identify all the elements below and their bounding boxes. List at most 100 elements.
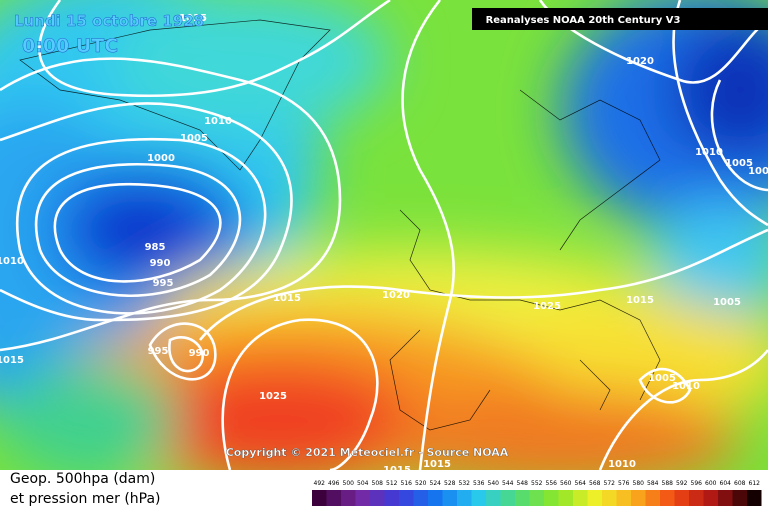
isobar-label: 1020 — [626, 56, 654, 67]
color-scale: 492 496 500 504 508 512 516 520 524 528 532 536 540 5… — [312, 480, 762, 506]
scale-label: 612 — [749, 480, 761, 487]
scale-swatch — [689, 490, 704, 506]
scale-swatch — [529, 490, 544, 506]
scale-label: 532 — [459, 480, 471, 487]
scale-label: 588 — [662, 480, 674, 487]
scale-swatch — [587, 490, 602, 506]
isobar-label: 990 — [189, 348, 210, 359]
scale-label: 556 — [546, 480, 558, 487]
copyright: Copyright © 2021 Meteociel.fr - Source N… — [226, 446, 509, 459]
scale-swatch — [355, 490, 370, 506]
scale-swatch — [399, 490, 414, 506]
scale-label: 580 — [633, 480, 645, 487]
isobar-label: 1015 — [383, 465, 411, 476]
scale-label: 552 — [531, 480, 543, 487]
scale-label: 600 — [705, 480, 717, 487]
scale-label: 520 — [415, 480, 427, 487]
scale-swatch — [341, 490, 356, 506]
scale-swatch — [500, 490, 515, 506]
scale-swatch — [674, 490, 689, 506]
legend-title: Geop. 500hpa (dam) — [10, 471, 155, 487]
scale-swatch — [718, 490, 733, 506]
isobar-label: 1010 — [695, 147, 723, 158]
isobar-label: 1000 — [748, 166, 768, 177]
map-date: Lundi 15 octobre 1928 — [14, 12, 204, 30]
scale-label: 596 — [691, 480, 703, 487]
isobar-label: 1015 — [0, 355, 24, 366]
scale-swatch — [413, 490, 428, 506]
isobar-label: 1005 — [725, 158, 753, 169]
scale-label: 544 — [502, 480, 514, 487]
isobar-label: 1015 — [273, 293, 301, 304]
isobar-label: 1010 — [204, 116, 232, 127]
isobar-label: 1025 — [533, 301, 561, 312]
isobar-label: 1010 — [608, 459, 636, 470]
scale-label: 548 — [517, 480, 529, 487]
scale-swatch — [442, 490, 457, 506]
legend-subtitle: et pression mer (hPa) — [10, 491, 161, 507]
scale-label: 560 — [560, 480, 572, 487]
source-text: Reanalyses NOAA 20th Century V3 — [486, 15, 681, 26]
scale-swatch — [616, 490, 631, 506]
scale-label: 608 — [734, 480, 746, 487]
map-time: 0:00 UTC — [22, 35, 118, 57]
scale-swatch — [573, 490, 588, 506]
scale-swatch — [558, 490, 573, 506]
isobar-label: 1015 — [179, 13, 207, 24]
isobar-label: 1000 — [147, 153, 175, 164]
isobar-label: 1010 — [0, 256, 24, 267]
geopotential-field: 1015 1020 1010 1005 1000 985 990 995 101… — [0, 0, 768, 476]
isobar-label: 995 — [148, 346, 169, 357]
isobar-label: 1015 — [423, 459, 451, 470]
scale-swatch — [312, 490, 327, 506]
scale-label: 500 — [343, 480, 355, 487]
isobar-label: 1005 — [648, 373, 676, 384]
scale-label: 536 — [473, 480, 485, 487]
scale-swatch — [544, 490, 559, 506]
scale-swatch — [486, 490, 501, 506]
isobar-label: 995 — [153, 278, 174, 289]
isobars — [0, 0, 768, 470]
scale-swatch — [326, 490, 341, 506]
scale-swatch — [384, 490, 399, 506]
scale-swatch — [747, 490, 762, 506]
scale-label: 572 — [604, 480, 616, 487]
source-box — [472, 8, 768, 30]
isobar-label: 1015 — [626, 295, 654, 306]
scale-label: 576 — [618, 480, 630, 487]
scale-swatch — [645, 490, 660, 506]
scale-swatch — [660, 490, 675, 506]
scale-swatch — [732, 490, 747, 506]
isobar-label: 985 — [145, 242, 166, 253]
scale-label: 592 — [676, 480, 688, 487]
scale-swatch — [515, 490, 530, 506]
scale-swatch — [428, 490, 443, 506]
scale-label: 492 — [314, 480, 326, 487]
isobar-label: 1005 — [713, 297, 741, 308]
isobar-label: 1005 — [180, 133, 208, 144]
scale-label: 564 — [575, 480, 587, 487]
scale-label: 524 — [430, 480, 442, 487]
scale-swatch — [631, 490, 646, 506]
scale-label: 516 — [401, 480, 413, 487]
scale-swatch — [602, 490, 617, 506]
scale-label: 496 — [328, 480, 340, 487]
scale-label: 584 — [647, 480, 659, 487]
scale-label: 504 — [357, 480, 369, 487]
scale-swatch — [703, 490, 718, 506]
isobar-label: 990 — [150, 258, 171, 269]
isobar-label: 1025 — [259, 391, 287, 402]
scale-label: 568 — [589, 480, 601, 487]
scale-swatch — [370, 490, 385, 506]
isobar-label: 1020 — [382, 290, 410, 301]
scale-label: 508 — [372, 480, 384, 487]
coastlines — [19, 19, 661, 431]
isobar-label: 1010 — [672, 381, 700, 392]
scale-label: 528 — [444, 480, 456, 487]
scale-swatch — [457, 490, 472, 506]
scale-label: 540 — [488, 480, 500, 487]
scale-label: 604 — [720, 480, 732, 487]
scale-label: 512 — [386, 480, 398, 487]
isobar-labels: 1015 1020 1010 1005 1000 985 990 995 101… — [0, 13, 768, 476]
scale-swatch — [471, 490, 486, 506]
